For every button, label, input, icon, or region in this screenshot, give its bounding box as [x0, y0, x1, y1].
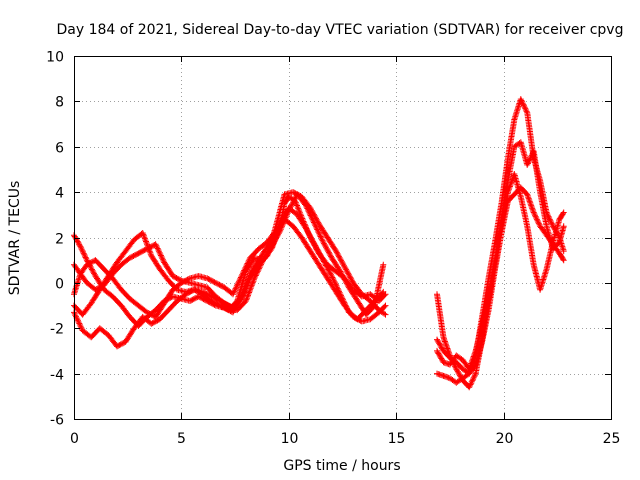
x-tick-label: 25	[603, 431, 621, 447]
x-tick-label: 10	[281, 431, 299, 447]
y-tick-label: 2	[55, 232, 64, 248]
y-tick-label: -4	[50, 368, 64, 384]
y-tick-label: 0	[55, 277, 64, 293]
x-tick-label: 5	[177, 431, 186, 447]
data-point-marks	[434, 139, 567, 373]
series-track-9	[434, 139, 567, 373]
y-axis-label: SDTVAR / TECUs	[7, 181, 23, 296]
chart-title: Day 184 of 2021, Sidereal Day-to-day VTE…	[57, 22, 624, 38]
grid-layer	[74, 56, 611, 419]
y-tick-label: 8	[55, 95, 64, 111]
y-tick-label: -6	[50, 413, 64, 429]
x-tick-label: 20	[496, 431, 514, 447]
ticks-layer: 0 5 10 15 20 25 -6 -4 -2 0 2 4 6 8 10	[46, 50, 620, 448]
y-tick-label: -2	[50, 322, 64, 338]
y-tick-label: 10	[46, 50, 64, 66]
x-tick-label: 15	[388, 431, 406, 447]
y-tick-label: 4	[55, 186, 64, 202]
marks-layer	[71, 96, 567, 391]
x-axis-label: GPS time / hours	[283, 458, 400, 474]
y-tick-label: 6	[55, 141, 64, 157]
x-tick-label: 0	[70, 431, 79, 447]
